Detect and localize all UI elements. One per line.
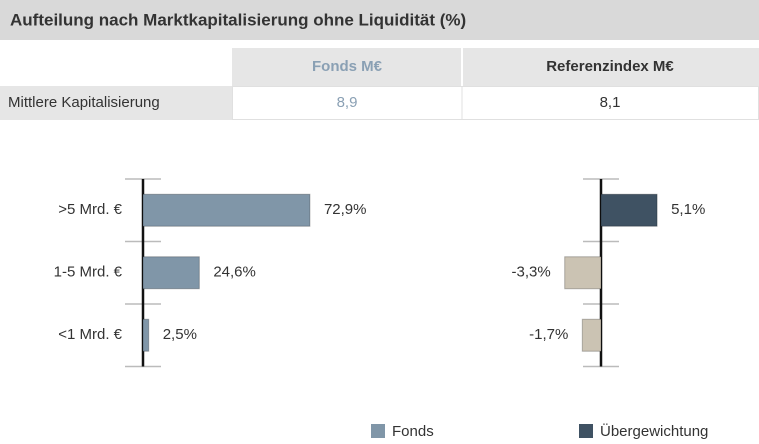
row-cells — [232, 86, 759, 120]
bar — [142, 318, 150, 352]
column-header: Fonds M€ — [312, 58, 383, 75]
bar — [564, 256, 602, 290]
value-label: 24,6% — [213, 264, 256, 281]
bar — [142, 256, 200, 290]
value-label: 72,9% — [324, 201, 367, 218]
value-label: 2,5% — [163, 326, 197, 343]
bar — [142, 193, 311, 227]
legend-label: Fonds — [392, 423, 434, 440]
cell: 8,1 — [600, 94, 621, 111]
legend-swatch — [579, 424, 593, 438]
category-label: <1 Mrd. € — [58, 326, 122, 343]
value-label: -1,7% — [529, 326, 568, 343]
value-label: -3,3% — [512, 264, 551, 281]
bar — [581, 318, 602, 352]
category-label: 1-5 Mrd. € — [54, 264, 123, 281]
row-header — [0, 86, 232, 120]
legend-label: Übergewichtung — [600, 422, 708, 440]
title-band — [0, 0, 759, 40]
category-label: >5 Mrd. € — [58, 201, 122, 218]
cell: 8,9 — [337, 94, 358, 111]
title: Aufteilung nach Marktkapitalisierung ohn… — [10, 10, 466, 29]
legend-swatch — [371, 424, 385, 438]
bar — [600, 193, 658, 227]
row-label: Mittlere Kapitalisierung — [8, 94, 160, 111]
table-header — [232, 48, 759, 86]
value-label: 5,1% — [671, 201, 705, 218]
column-header: Referenzindex M€ — [546, 58, 674, 75]
